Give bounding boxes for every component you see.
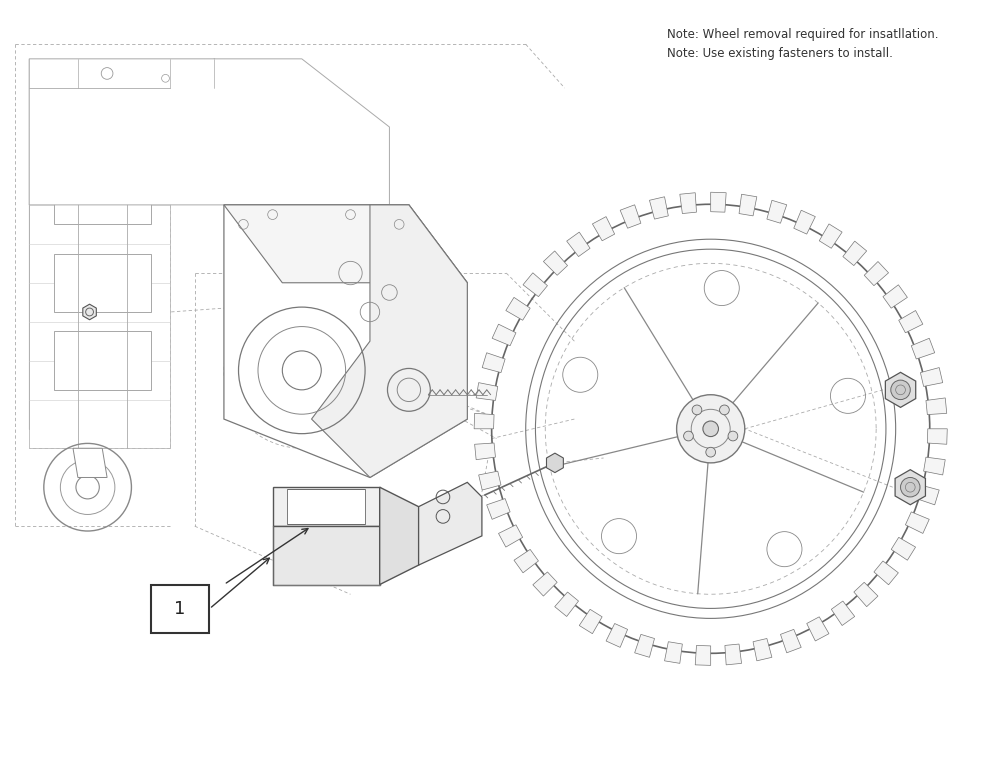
Polygon shape bbox=[543, 251, 568, 275]
Polygon shape bbox=[567, 232, 590, 257]
Circle shape bbox=[677, 394, 745, 463]
Circle shape bbox=[692, 405, 702, 414]
Polygon shape bbox=[533, 572, 557, 596]
Polygon shape bbox=[794, 210, 815, 234]
Polygon shape bbox=[874, 561, 898, 584]
Polygon shape bbox=[725, 644, 742, 665]
Polygon shape bbox=[680, 193, 696, 214]
Polygon shape bbox=[711, 192, 726, 212]
Polygon shape bbox=[474, 413, 494, 429]
Text: Note: Use existing fasteners to install.: Note: Use existing fasteners to install. bbox=[667, 47, 893, 60]
Polygon shape bbox=[927, 429, 947, 444]
Polygon shape bbox=[924, 457, 945, 475]
Polygon shape bbox=[287, 489, 365, 524]
Polygon shape bbox=[224, 205, 467, 283]
Polygon shape bbox=[487, 498, 510, 519]
Polygon shape bbox=[864, 261, 889, 285]
Circle shape bbox=[706, 448, 716, 457]
Polygon shape bbox=[476, 383, 498, 401]
Polygon shape bbox=[854, 582, 878, 607]
Polygon shape bbox=[920, 368, 943, 387]
Polygon shape bbox=[916, 485, 939, 504]
Polygon shape bbox=[905, 512, 929, 534]
Polygon shape bbox=[592, 217, 615, 241]
FancyBboxPatch shape bbox=[151, 584, 209, 633]
Polygon shape bbox=[885, 372, 916, 408]
Text: Note: Wheel removal required for insatllation.: Note: Wheel removal required for insatll… bbox=[667, 28, 938, 41]
Circle shape bbox=[728, 431, 738, 441]
Polygon shape bbox=[926, 398, 947, 414]
Polygon shape bbox=[831, 601, 855, 625]
Circle shape bbox=[901, 478, 920, 497]
Polygon shape bbox=[54, 331, 151, 390]
Circle shape bbox=[684, 431, 693, 441]
Circle shape bbox=[720, 405, 729, 414]
Polygon shape bbox=[73, 448, 107, 478]
Polygon shape bbox=[891, 538, 916, 561]
Polygon shape bbox=[780, 629, 801, 653]
Polygon shape bbox=[312, 205, 467, 478]
Polygon shape bbox=[895, 470, 925, 504]
Polygon shape bbox=[499, 524, 523, 547]
Polygon shape bbox=[492, 325, 516, 346]
Polygon shape bbox=[635, 634, 655, 657]
Polygon shape bbox=[807, 617, 829, 641]
Polygon shape bbox=[475, 443, 495, 460]
Polygon shape bbox=[899, 311, 923, 333]
Polygon shape bbox=[620, 205, 641, 228]
Polygon shape bbox=[649, 197, 668, 219]
Polygon shape bbox=[911, 338, 935, 359]
Polygon shape bbox=[695, 645, 711, 665]
Polygon shape bbox=[83, 305, 96, 320]
Text: 1: 1 bbox=[174, 600, 186, 618]
Polygon shape bbox=[843, 241, 867, 265]
Polygon shape bbox=[665, 641, 682, 664]
Polygon shape bbox=[753, 638, 772, 661]
Polygon shape bbox=[54, 156, 151, 225]
Polygon shape bbox=[29, 88, 170, 448]
Polygon shape bbox=[479, 471, 501, 490]
Polygon shape bbox=[883, 285, 907, 308]
Polygon shape bbox=[29, 59, 389, 205]
Polygon shape bbox=[419, 482, 482, 565]
Polygon shape bbox=[739, 195, 757, 216]
Polygon shape bbox=[767, 200, 787, 223]
Polygon shape bbox=[482, 353, 505, 373]
Circle shape bbox=[703, 421, 718, 437]
Polygon shape bbox=[506, 298, 530, 320]
Polygon shape bbox=[380, 488, 419, 584]
Polygon shape bbox=[606, 624, 628, 647]
Polygon shape bbox=[224, 205, 467, 478]
Polygon shape bbox=[546, 453, 563, 473]
Circle shape bbox=[891, 380, 910, 400]
Polygon shape bbox=[273, 526, 380, 584]
Polygon shape bbox=[523, 273, 547, 297]
Polygon shape bbox=[54, 254, 151, 312]
Polygon shape bbox=[273, 488, 380, 526]
Polygon shape bbox=[819, 224, 842, 248]
Polygon shape bbox=[579, 609, 602, 634]
Polygon shape bbox=[555, 592, 579, 617]
Polygon shape bbox=[514, 549, 538, 573]
